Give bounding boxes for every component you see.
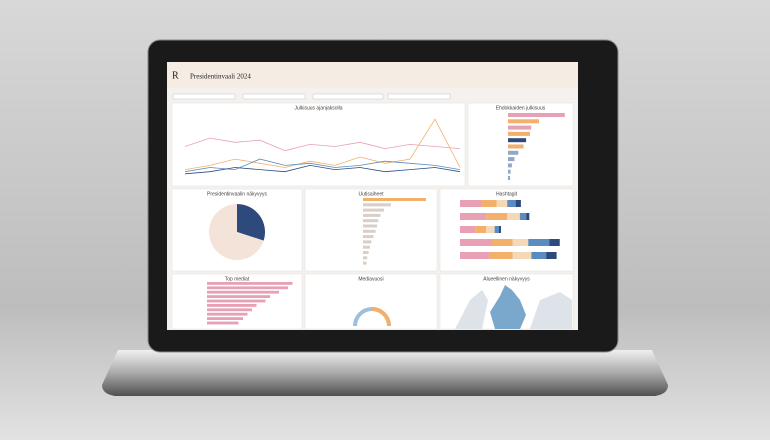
bar-segment	[515, 200, 521, 207]
bar-segment	[460, 252, 490, 259]
bar	[207, 290, 279, 294]
bar	[363, 198, 426, 201]
line-series	[184, 158, 461, 173]
bar-segment	[460, 239, 492, 246]
bar	[363, 208, 384, 212]
panel-title: Hashtagit	[496, 191, 518, 197]
bar-segment	[496, 200, 508, 207]
bar	[207, 308, 252, 312]
bar	[363, 240, 372, 244]
bar	[363, 224, 377, 228]
bar-segment	[549, 239, 560, 246]
bar	[508, 125, 532, 130]
bar	[508, 176, 511, 180]
laptop-base	[102, 350, 668, 396]
panel-title: Alueellinen näkyvyys	[483, 276, 530, 282]
panel-title: Top mediat	[225, 276, 250, 282]
bar-segment	[460, 213, 487, 220]
filter[interactable]	[172, 93, 236, 100]
panel-title: Presidentinvaalin näkyvyys	[207, 191, 268, 197]
bar	[363, 251, 369, 254]
bar	[508, 169, 511, 174]
bar-segment	[460, 200, 481, 207]
header-bar	[167, 62, 578, 88]
bar-segment	[528, 239, 550, 246]
bar	[508, 163, 512, 168]
map	[490, 285, 526, 329]
bar-segment	[512, 239, 529, 246]
bar-segment	[512, 252, 532, 259]
bar-segment	[489, 252, 513, 259]
filter[interactable]	[387, 93, 451, 100]
bar	[363, 245, 370, 249]
bar	[508, 138, 527, 143]
bar-segment	[526, 213, 530, 220]
filter[interactable]	[312, 93, 384, 100]
panel-title: Uutisaiheet	[358, 191, 384, 197]
bar-segment	[491, 239, 513, 246]
bar	[508, 150, 519, 155]
pie-slice	[237, 204, 265, 241]
panel-title: Julkisuus ajanjaksolla	[294, 105, 342, 111]
bar	[207, 299, 266, 303]
line-series	[184, 137, 461, 152]
bar-segment	[486, 226, 495, 233]
bar	[363, 235, 374, 239]
bar	[207, 321, 239, 325]
line-series	[184, 164, 461, 175]
bar	[207, 282, 293, 285]
bar-segment	[507, 213, 520, 220]
logo: R	[172, 70, 179, 81]
filters	[172, 93, 451, 100]
bar-segment	[546, 252, 557, 259]
bar	[363, 219, 379, 223]
bar	[207, 295, 270, 298]
bar	[508, 157, 515, 162]
bar	[363, 229, 376, 233]
bar	[508, 113, 565, 117]
bar	[207, 317, 243, 320]
bar-segment	[460, 226, 476, 233]
panel-title: Mediavuosi	[358, 276, 383, 282]
bar-segment	[531, 252, 547, 259]
bar	[207, 304, 257, 307]
bar-segment	[519, 213, 527, 220]
bar	[508, 144, 524, 149]
map	[530, 292, 572, 329]
panel-title: Ehdokkaiden julkisuus	[496, 105, 546, 111]
bar	[207, 312, 248, 316]
bar-segment	[498, 226, 501, 233]
pie-slice	[209, 204, 264, 261]
filter[interactable]	[242, 93, 306, 100]
bar	[363, 213, 381, 217]
panel	[171, 102, 466, 187]
gauge	[371, 307, 391, 327]
map	[455, 290, 488, 329]
bar-segment	[475, 226, 487, 233]
bar-segment	[481, 200, 497, 207]
bar	[508, 119, 539, 124]
panel	[304, 273, 438, 330]
bar	[363, 203, 391, 207]
dashboard-title: Presidentinvaali 2024	[190, 73, 251, 81]
bar	[363, 261, 367, 265]
bar-segment	[507, 200, 516, 207]
bar	[207, 286, 288, 290]
bar	[508, 131, 530, 136]
bar-segment	[494, 226, 499, 233]
line-series	[184, 118, 461, 170]
bar	[363, 256, 368, 260]
bar-segment	[486, 213, 508, 220]
